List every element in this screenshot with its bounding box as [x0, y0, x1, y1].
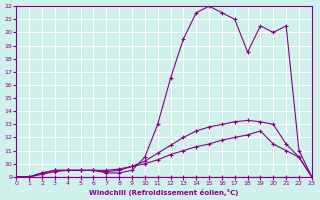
X-axis label: Windchill (Refroidissement éolien,°C): Windchill (Refroidissement éolien,°C): [89, 189, 239, 196]
